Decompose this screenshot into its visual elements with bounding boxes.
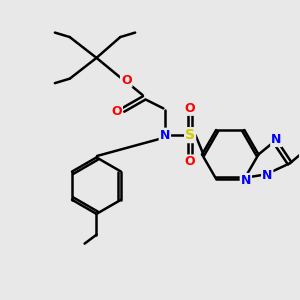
Text: N: N [262, 169, 272, 182]
Text: N: N [241, 174, 251, 187]
Text: O: O [185, 102, 195, 115]
Text: O: O [111, 105, 122, 118]
Text: S: S [185, 128, 195, 142]
Text: N: N [160, 129, 170, 142]
Text: O: O [185, 155, 195, 168]
Text: N: N [271, 133, 281, 146]
Text: O: O [121, 74, 131, 87]
